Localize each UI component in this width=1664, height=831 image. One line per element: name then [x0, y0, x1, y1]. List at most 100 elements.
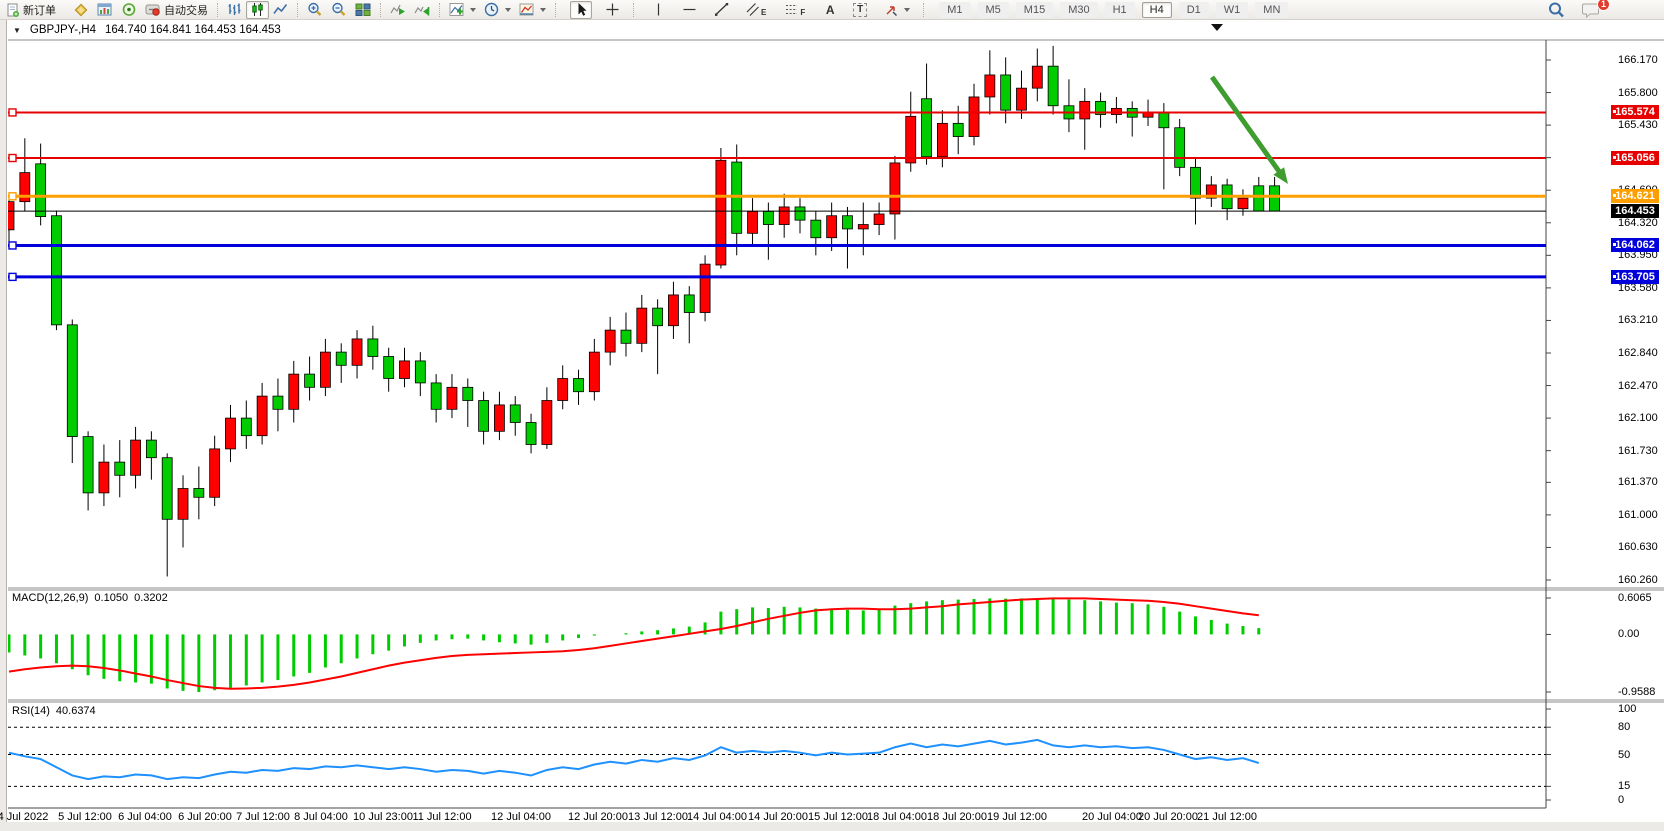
line-handle	[1612, 109, 1617, 115]
timeframe-button-m1[interactable]: M1	[939, 1, 971, 18]
label-tool-icon: T	[853, 2, 868, 17]
rsi-label: RSI(14) 40.6374	[12, 705, 96, 717]
search-button[interactable]	[1544, 1, 1569, 19]
candle-body	[446, 386, 458, 410]
chat-notification-badge: 1	[1597, 0, 1610, 11]
text-button[interactable]: A	[820, 1, 840, 19]
line-handle[interactable]	[8, 241, 17, 250]
templates-icon	[519, 3, 534, 16]
candle-body	[1095, 100, 1106, 115]
candle-body	[1000, 74, 1012, 111]
timeframe-button-h4[interactable]: H4	[1141, 1, 1172, 18]
autotrading-icon	[145, 4, 160, 16]
candle-body	[842, 215, 853, 230]
candle-body	[51, 215, 62, 326]
time-tick-label: 18 Jul 20:00	[927, 811, 987, 823]
channel-button[interactable]: E	[742, 1, 772, 19]
rsi-tick-label: 80	[1618, 721, 1631, 734]
candle-body	[35, 163, 47, 218]
chart-shift-icon	[414, 6, 430, 16]
metaeditor-button[interactable]	[69, 1, 93, 19]
auto-scroll-icon	[390, 4, 405, 15]
templates-button[interactable]	[515, 1, 550, 19]
chart-workspace: ▼ GBPJPY-,H4 164.740 164.841 164.453 164…	[0, 20, 1664, 831]
timeframe-button-m5[interactable]: M5	[977, 1, 1009, 18]
tile-windows-button[interactable]	[351, 1, 375, 19]
timeframe-button-h1[interactable]: H1	[1104, 1, 1135, 18]
chart-title: GBPJPY-,H4	[29, 24, 96, 36]
chart-caption: ▼ GBPJPY-,H4 164.740 164.841 164.453 164…	[13, 24, 281, 36]
candle-body	[98, 461, 110, 494]
rsi-tick-label: 0	[1618, 794, 1625, 806]
chart-window-button[interactable]	[93, 1, 117, 19]
candle-body	[193, 488, 205, 498]
candle-body	[652, 307, 664, 327]
rsi-layer	[8, 726, 1546, 787]
line-handle[interactable]	[8, 192, 17, 201]
timeframe-button-m30[interactable]: M30	[1060, 1, 1098, 18]
toolbar-separator	[217, 2, 218, 17]
line-handle[interactable]	[8, 272, 17, 282]
line-handle[interactable]	[8, 108, 17, 117]
horizontal-line-button[interactable]	[678, 1, 701, 19]
crosshair-icon	[606, 3, 619, 16]
time-tick-label: 19 Jul 12:00	[987, 811, 1047, 823]
candle-body	[367, 338, 379, 357]
timeframe-button-w1[interactable]: W1	[1215, 1, 1249, 18]
arrows-button[interactable]	[880, 1, 914, 19]
zoom-out-button[interactable]	[327, 1, 351, 19]
candle-body	[304, 373, 315, 388]
signals-button[interactable]	[117, 1, 141, 19]
chart-shift-marker[interactable]	[1211, 24, 1223, 31]
vertical-line-icon	[657, 3, 660, 16]
candle-body	[478, 400, 490, 432]
time-tick-label: 14 Jul 04:00	[687, 811, 747, 823]
new-order-button[interactable]: 新订单	[2, 1, 60, 19]
crosshair-button[interactable]	[601, 1, 624, 19]
candlestick-chart-button[interactable]	[246, 0, 269, 19]
text-tool-icon: A	[825, 2, 835, 17]
candle-body	[383, 356, 395, 379]
line-handle[interactable]	[8, 153, 17, 163]
time-tick-label: 8 Jul 04:00	[294, 811, 348, 823]
candle-body	[588, 351, 600, 393]
trend-arrow-head[interactable]	[1273, 167, 1288, 184]
autotrading-button[interactable]: 自动交易	[141, 1, 212, 19]
fibonacci-button[interactable]: F	[781, 1, 811, 19]
zoom-in-button[interactable]	[303, 1, 327, 19]
periods-button[interactable]	[480, 1, 515, 19]
line-handle	[1612, 193, 1617, 199]
auto-scroll-button[interactable]	[386, 1, 410, 19]
chart-shift-button[interactable]	[410, 1, 434, 19]
indicators-button[interactable]	[445, 1, 480, 19]
line-chart-button[interactable]	[269, 1, 292, 19]
trend-arrow-line[interactable]	[1209, 75, 1282, 175]
collapse-caret-icon[interactable]: ▼	[13, 25, 21, 35]
price-level-badge: 164.062	[1611, 238, 1659, 253]
chat-button[interactable]: 1	[1578, 0, 1610, 19]
hline-objects-layer[interactable]	[8, 108, 1546, 282]
rsi-name: RSI(14)	[12, 705, 50, 717]
candle-body	[335, 351, 347, 366]
candle-body	[683, 294, 695, 313]
candle-body	[114, 461, 126, 476]
candle-body	[557, 378, 569, 401]
candle-body	[747, 210, 758, 234]
cursor-button[interactable]	[570, 0, 592, 19]
price-chart-canvas[interactable]	[0, 20, 1664, 831]
bar-chart-button[interactable]	[223, 1, 246, 19]
price-tick-label: 163.580	[1618, 281, 1658, 294]
line-handle	[1612, 273, 1617, 279]
timeframe-button-d1[interactable]: D1	[1178, 1, 1209, 18]
candle-body	[1158, 111, 1170, 129]
channel-letter: E	[761, 8, 767, 17]
label-button[interactable]: T	[849, 1, 871, 19]
time-tick-label: 15 Jul 12:00	[808, 811, 868, 823]
timeframe-button-mn[interactable]: MN	[1255, 1, 1289, 18]
macd-name: MACD(12,26,9)	[12, 592, 89, 604]
line-handle	[1612, 155, 1617, 161]
trendline-button[interactable]	[710, 1, 733, 19]
time-tick-label: 18 Jul 04:00	[867, 811, 927, 823]
timeframe-button-m15[interactable]: M15	[1015, 1, 1054, 18]
vertical-line-button[interactable]	[648, 1, 669, 19]
